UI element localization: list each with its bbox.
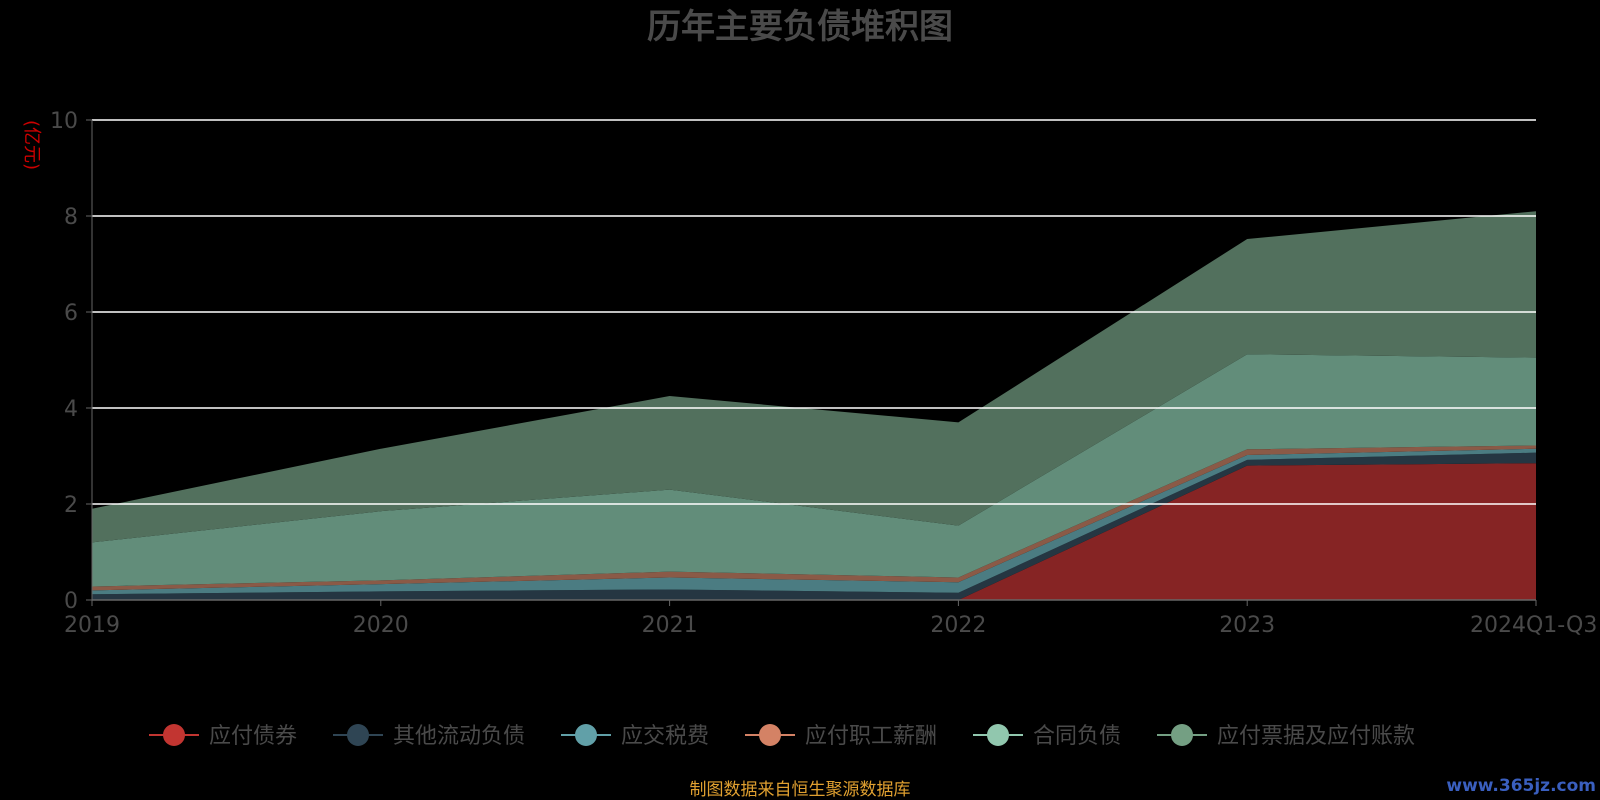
legend-item-2[interactable]: 应交税费 <box>561 724 709 749</box>
y-axis-unit-label: (亿元) <box>21 120 42 170</box>
x-tick-label-3: 2022 <box>930 613 986 638</box>
legend-marker-2 <box>575 724 597 746</box>
y-tick-label-4: 8 <box>64 205 78 230</box>
legend: 应付债券 其他流动负债 应交税费 应付职工薪酬 合同负债 应付票据及应付账款 <box>149 724 1415 749</box>
x-tick-label-4: 2023 <box>1219 613 1275 638</box>
legend-item-3[interactable]: 应付职工薪酬 <box>745 724 937 749</box>
area-layer <box>92 211 1536 600</box>
area-series-4 <box>92 354 1536 587</box>
y-tick-label-1: 2 <box>64 493 78 518</box>
legend-marker-0 <box>163 724 185 746</box>
watermark: www.365jz.com <box>1446 776 1596 796</box>
y-tick-label-5: 10 <box>50 109 78 134</box>
area-series-3 <box>92 445 1536 591</box>
area-series-5 <box>92 211 1536 543</box>
legend-item-0[interactable]: 应付债券 <box>149 724 297 749</box>
x-tick-label-2: 2021 <box>642 613 698 638</box>
x-tick-label-1: 2020 <box>353 613 409 638</box>
axis-layer: 0 2 4 6 8 10 2019 2020 2021 2022 2023 2024Q1-Q3 <box>50 109 1597 638</box>
legend-item-5[interactable]: 应付票据及应付账款 <box>1157 724 1415 749</box>
legend-label-3: 应付职工薪酬 <box>805 724 937 749</box>
legend-label-5: 应付票据及应付账款 <box>1217 724 1415 749</box>
legend-marker-5 <box>1171 724 1193 746</box>
legend-item-1[interactable]: 其他流动负债 <box>333 724 525 749</box>
y-tick-label-2: 4 <box>64 397 78 422</box>
legend-label-0: 应付债券 <box>209 724 297 749</box>
y-tick-label-3: 6 <box>64 301 78 326</box>
source-note: 制图数据来自恒生聚源数据库 <box>690 780 911 800</box>
area-series-0 <box>92 463 1536 600</box>
legend-marker-1 <box>347 724 369 746</box>
legend-item-4[interactable]: 合同负债 <box>973 724 1121 749</box>
legend-marker-4 <box>987 724 1009 746</box>
x-tick-label-5: 2024Q1-Q3 <box>1470 613 1597 638</box>
grid-layer <box>92 119 1536 505</box>
legend-label-2: 应交税费 <box>621 724 709 749</box>
y-tick-label-0: 0 <box>64 589 78 614</box>
legend-label-4: 合同负债 <box>1033 724 1121 749</box>
chart-title: 历年主要负债堆积图 <box>647 7 953 47</box>
x-tick-label-0: 2019 <box>64 613 120 638</box>
legend-marker-3 <box>759 724 781 746</box>
legend-label-1: 其他流动负债 <box>393 724 525 749</box>
